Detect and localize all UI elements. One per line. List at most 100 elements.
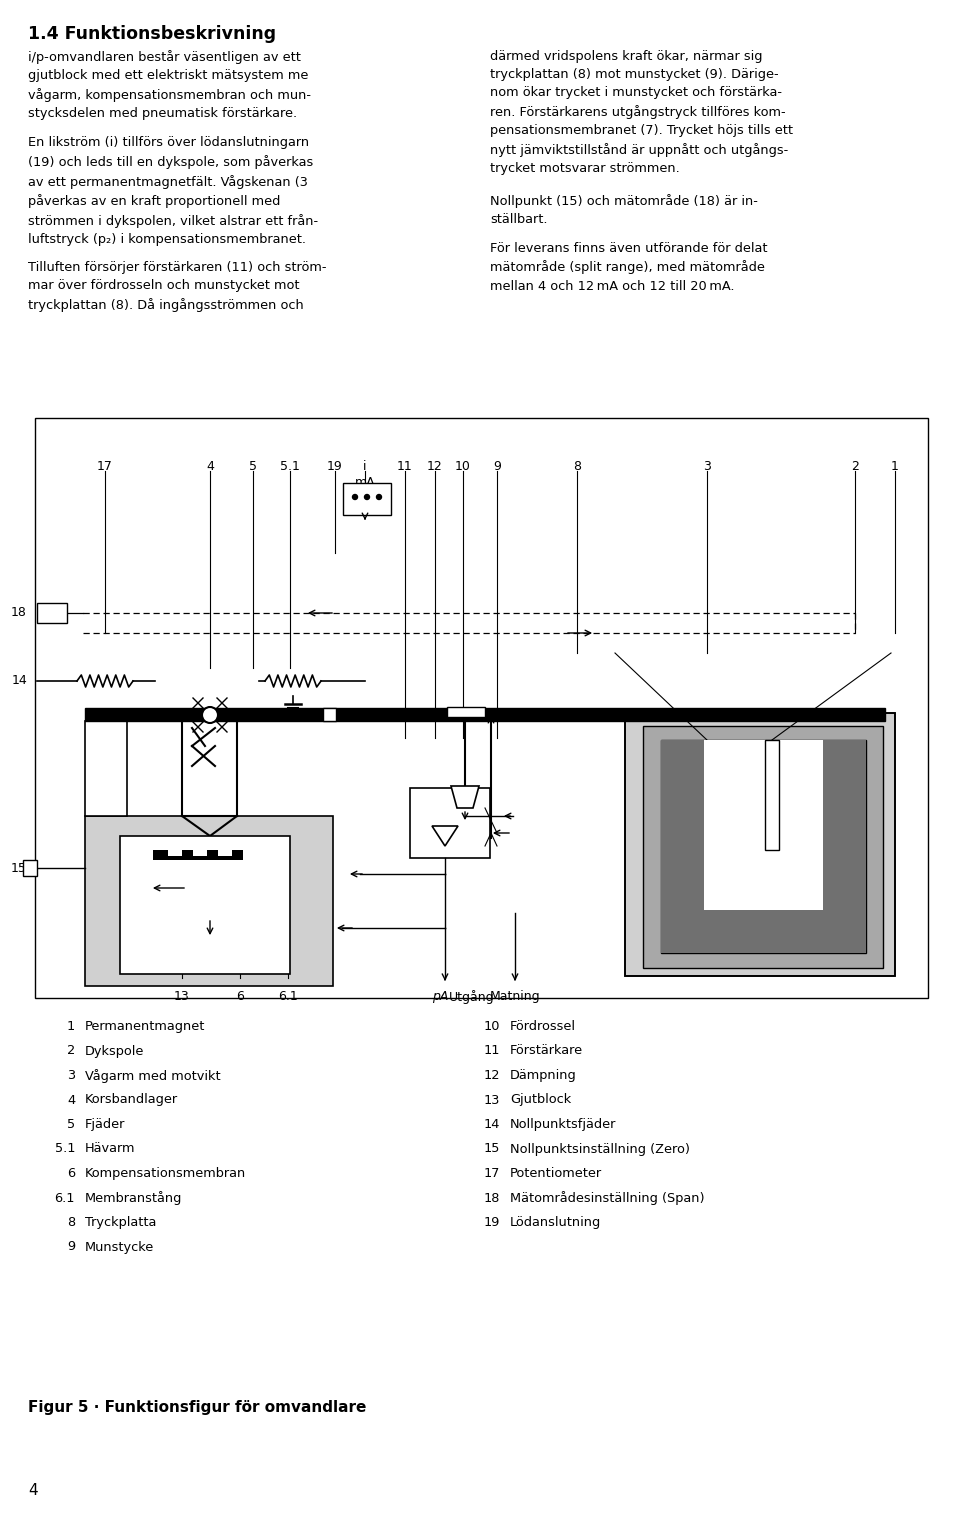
Text: 3: 3 — [67, 1070, 75, 1082]
Text: 10: 10 — [455, 460, 471, 474]
Circle shape — [352, 495, 357, 499]
Bar — [410, 788, 490, 858]
Text: 8: 8 — [573, 460, 581, 474]
Text: Korsbandlager: Korsbandlager — [85, 1094, 179, 1106]
Text: Fördrossel: Fördrossel — [510, 1020, 576, 1033]
Bar — [625, 713, 895, 976]
Bar — [323, 708, 336, 722]
Text: 12: 12 — [427, 460, 443, 474]
Text: 2: 2 — [852, 460, 859, 474]
Bar — [85, 816, 333, 986]
Bar — [193, 847, 207, 856]
Text: i/p-omvandlaren består väsentligen av ett
gjutblock med ett elektriskt mätsystem: i/p-omvandlaren består väsentligen av et… — [28, 50, 311, 120]
Bar — [85, 708, 885, 722]
Text: 10: 10 — [484, 1020, 500, 1033]
Bar — [823, 740, 866, 953]
Text: 9: 9 — [493, 460, 501, 474]
Bar — [120, 837, 290, 974]
Bar — [153, 850, 243, 859]
Text: 18: 18 — [484, 1192, 500, 1204]
Text: 19: 19 — [484, 1216, 500, 1229]
Text: 8: 8 — [67, 1216, 75, 1229]
Text: 15: 15 — [12, 861, 27, 875]
Text: 1.4 Funktionsbeskrivning: 1.4 Funktionsbeskrivning — [28, 26, 276, 42]
Bar — [35, 418, 928, 999]
Circle shape — [365, 495, 370, 499]
Bar — [23, 859, 37, 876]
Text: Nollpunktsinställning (Zero): Nollpunktsinställning (Zero) — [510, 1142, 690, 1156]
Text: Tilluften försörjer förstärkaren (11) och ström-
mar över fördrosseln och munsty: Tilluften försörjer förstärkaren (11) oc… — [28, 260, 326, 312]
Circle shape — [376, 495, 381, 499]
Text: 19: 19 — [327, 460, 343, 474]
Text: 6.1: 6.1 — [278, 990, 298, 1003]
Text: därmed vridspolens kraft ökar, närmar sig
tryckplattan (8) mot munstycket (9). D: därmed vridspolens kraft ökar, närmar si… — [490, 50, 793, 176]
Text: 4: 4 — [67, 1094, 75, 1106]
Bar — [661, 909, 866, 953]
Text: Mätområdesinställning (Span): Mätområdesinställning (Span) — [510, 1192, 705, 1206]
Text: 1: 1 — [67, 1020, 75, 1033]
Text: 5.1: 5.1 — [55, 1142, 75, 1156]
Text: 17: 17 — [484, 1167, 500, 1180]
Bar — [85, 722, 127, 816]
Text: 5: 5 — [249, 460, 257, 474]
Text: 6: 6 — [236, 990, 244, 1003]
Text: 1: 1 — [891, 460, 899, 474]
Text: Utgång: Utgång — [449, 990, 494, 1005]
Text: För leverans finns även utförande för delat
mätområde (split range), med mätområ: För leverans finns även utförande för de… — [490, 242, 767, 292]
Circle shape — [202, 707, 218, 723]
Text: Nollpunkt (15) och mätområde (18) är in-
ställbart.: Nollpunkt (15) och mätområde (18) är in-… — [490, 194, 757, 225]
Text: pA: pA — [432, 990, 448, 1003]
Text: 11: 11 — [397, 460, 413, 474]
Text: 17: 17 — [97, 460, 113, 474]
Bar — [168, 847, 182, 856]
Text: 13: 13 — [484, 1094, 500, 1106]
Bar — [704, 740, 823, 909]
Text: 3: 3 — [703, 460, 711, 474]
Text: 11: 11 — [484, 1044, 500, 1058]
Text: 14: 14 — [12, 675, 27, 687]
Text: Kompensationsmembran: Kompensationsmembran — [85, 1167, 247, 1180]
Text: Förstärkare: Förstärkare — [510, 1044, 583, 1058]
Text: En likström (i) tillförs över lödanslutningarn
(19) och leds till en dykspole, s: En likström (i) tillförs över lödanslutn… — [28, 136, 318, 247]
Text: 6.1: 6.1 — [55, 1192, 75, 1204]
Text: Dämpning: Dämpning — [510, 1070, 577, 1082]
Bar — [661, 740, 704, 953]
Text: 4: 4 — [28, 1483, 37, 1498]
Text: 18: 18 — [12, 607, 27, 619]
Text: Membranstång: Membranstång — [85, 1192, 182, 1206]
Polygon shape — [451, 785, 479, 808]
Bar — [661, 740, 866, 953]
Bar — [343, 483, 391, 514]
Text: Lödanslutning: Lödanslutning — [510, 1216, 601, 1229]
Text: Vågarm med motvikt: Vågarm med motvikt — [85, 1070, 221, 1083]
Text: Tryckplatta: Tryckplatta — [85, 1216, 156, 1229]
Text: Nollpunktsfjäder: Nollpunktsfjäder — [510, 1118, 616, 1132]
Text: 4: 4 — [206, 460, 214, 474]
Bar — [643, 726, 883, 968]
Text: Munstycke: Munstycke — [85, 1241, 155, 1253]
Text: Hävarm: Hävarm — [85, 1142, 135, 1156]
Text: 15: 15 — [484, 1142, 500, 1156]
Text: 14: 14 — [484, 1118, 500, 1132]
Polygon shape — [432, 826, 458, 846]
Text: 2: 2 — [67, 1044, 75, 1058]
Text: i: i — [363, 460, 367, 474]
Text: 9: 9 — [67, 1241, 75, 1253]
Text: 12: 12 — [484, 1070, 500, 1082]
Text: 5.1: 5.1 — [280, 460, 300, 474]
Bar — [218, 847, 232, 856]
Text: 6: 6 — [67, 1167, 75, 1180]
Text: Dykspole: Dykspole — [85, 1044, 144, 1058]
Text: 13: 13 — [174, 990, 190, 1003]
Text: Fjäder: Fjäder — [85, 1118, 126, 1132]
Text: Matning: Matning — [490, 990, 540, 1003]
Bar — [447, 707, 485, 717]
Text: Figur 5 · Funktionsfigur för omvandlare: Figur 5 · Funktionsfigur för omvandlare — [28, 1400, 367, 1415]
Text: Permanentmagnet: Permanentmagnet — [85, 1020, 205, 1033]
Bar — [37, 604, 67, 623]
Text: Gjutblock: Gjutblock — [510, 1094, 571, 1106]
Bar — [625, 713, 895, 976]
Text: mA: mA — [354, 477, 375, 489]
Bar — [765, 740, 779, 850]
Text: Potentiometer: Potentiometer — [510, 1167, 602, 1180]
